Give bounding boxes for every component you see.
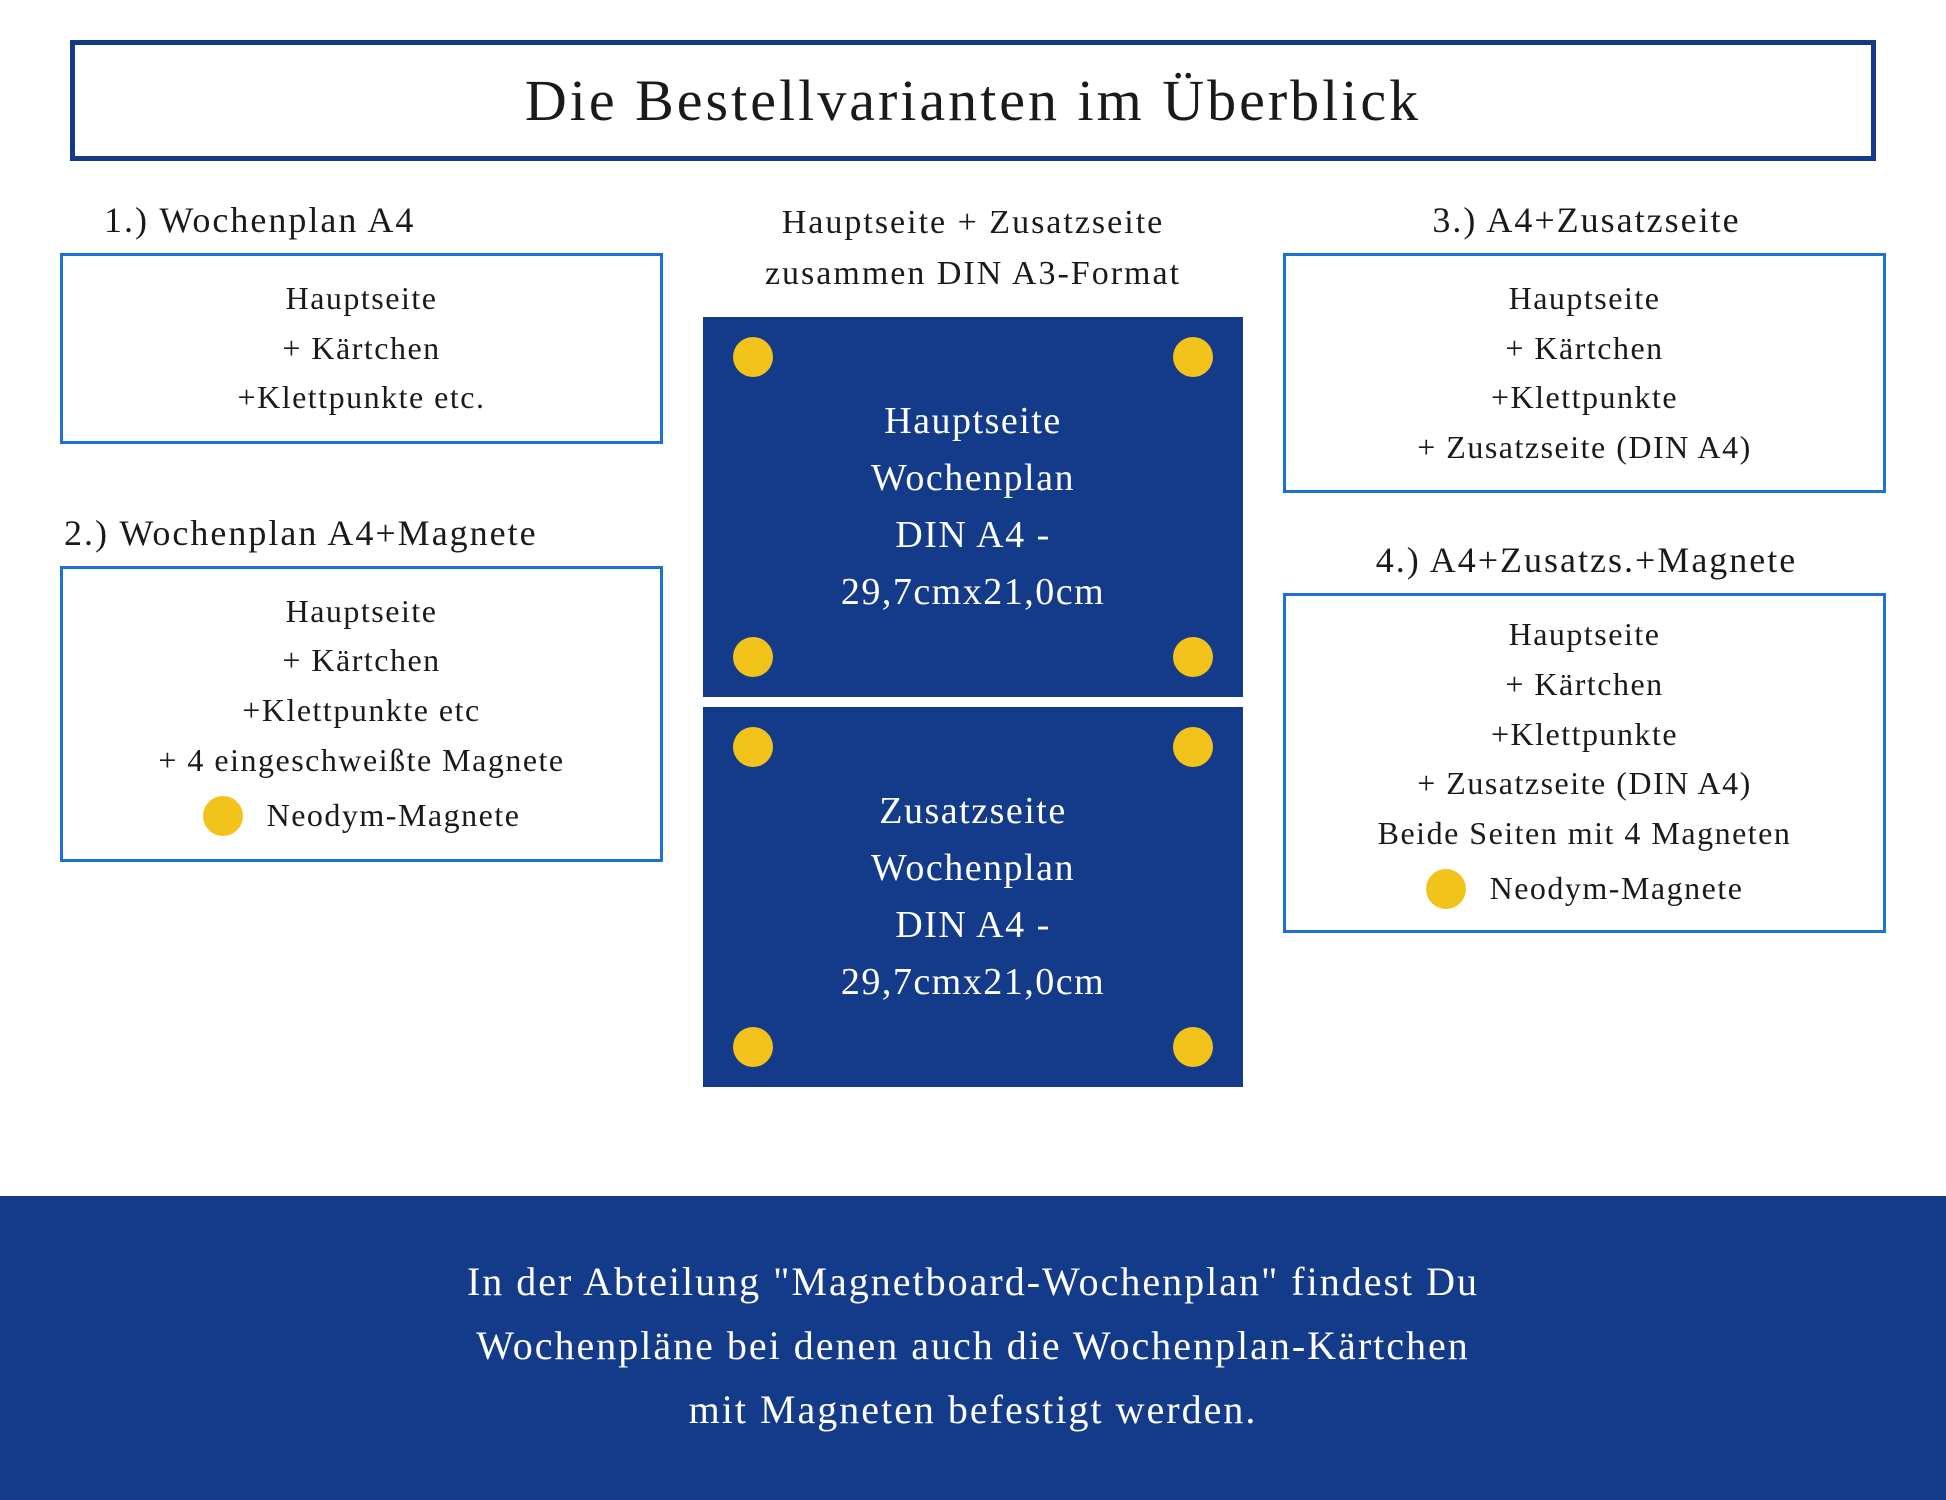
column-center: Hauptseite + Zusatzseite zusammen DIN A3…	[683, 191, 1263, 1097]
panel-line: DIN A4 -	[895, 507, 1051, 564]
footer-line: In der Abteilung "Magnetboard-Wochenplan…	[467, 1259, 1479, 1304]
panel-line: Zusatzseite	[879, 783, 1066, 840]
magnet-dot-icon	[733, 727, 773, 767]
magnet-dot-icon	[733, 337, 773, 377]
magnet-dot-icon	[733, 1027, 773, 1067]
column-left: 1.) Wochenplan A4 Hauptseite + Kärtchen …	[60, 191, 663, 1097]
magnet-dot-icon	[1173, 637, 1213, 677]
variant-2-magnet-line: Neodym-Magnete	[73, 791, 650, 841]
panel-line: Wochenplan	[871, 450, 1075, 507]
spacer	[1283, 493, 1886, 531]
footer-line: mit Magneten befestigt werden.	[689, 1387, 1258, 1432]
variant-2-line: +Klettpunkte etc	[73, 686, 650, 736]
center-caption-line: Hauptseite + Zusatzseite	[782, 204, 1165, 241]
title-box: Die Bestellvarianten im Überblick	[70, 40, 1876, 161]
footer-banner: In der Abteilung "Magnetboard-Wochenplan…	[0, 1196, 1946, 1500]
variant-3-label: 3.) A4+Zusatzseite	[1287, 199, 1886, 241]
variant-2-line: Hauptseite	[73, 587, 650, 637]
variant-2-magnet-text: Neodym-Magnete	[267, 791, 521, 841]
variant-4-magnet-text: Neodym-Magnete	[1490, 864, 1744, 914]
panel-line: 29,7cmx21,0cm	[841, 954, 1105, 1011]
panel-line: Hauptseite	[884, 393, 1062, 450]
variant-3-line: +Klettpunkte	[1296, 373, 1873, 423]
magnet-dot-icon	[733, 637, 773, 677]
variant-3-box: Hauptseite + Kärtchen +Klettpunkte + Zus…	[1283, 253, 1886, 493]
center-caption-line: zusammen DIN A3-Format	[765, 255, 1181, 292]
magnet-dot-icon	[203, 796, 243, 836]
variant-4-magnet-line: Neodym-Magnete	[1296, 864, 1873, 914]
variant-4-line: + Kärtchen	[1296, 660, 1873, 710]
magnet-dot-icon	[1173, 1027, 1213, 1067]
page-title: Die Bestellvarianten im Überblick	[75, 67, 1871, 134]
variant-4-line: +Klettpunkte	[1296, 710, 1873, 760]
magnet-dot-icon	[1426, 869, 1466, 909]
variant-2-label: 2.) Wochenplan A4+Magnete	[64, 512, 663, 554]
center-caption: Hauptseite + Zusatzseite zusammen DIN A3…	[765, 197, 1181, 299]
variant-1-line: + Kärtchen	[73, 324, 650, 374]
variant-3-line: + Zusatzseite (DIN A4)	[1296, 423, 1873, 473]
variant-1-line: Hauptseite	[73, 274, 650, 324]
center-panel-zusatzseite: Zusatzseite Wochenplan DIN A4 - 29,7cmx2…	[703, 707, 1243, 1087]
magnet-dot-icon	[1173, 337, 1213, 377]
variant-2-box: Hauptseite + Kärtchen +Klettpunkte etc +…	[60, 566, 663, 862]
variant-1-label: 1.) Wochenplan A4	[64, 199, 663, 241]
variant-4-box: Hauptseite + Kärtchen +Klettpunkte + Zus…	[1283, 593, 1886, 933]
spacer	[60, 444, 663, 504]
footer-line: Wochenpläne bei denen auch die Wochenpla…	[476, 1323, 1470, 1368]
variant-3-line: Hauptseite	[1296, 274, 1873, 324]
variant-4-line: Hauptseite	[1296, 610, 1873, 660]
column-right: 3.) A4+Zusatzseite Hauptseite + Kärtchen…	[1283, 191, 1886, 1097]
variant-4-label: 4.) A4+Zusatzs.+Magnete	[1287, 539, 1886, 581]
panel-line: DIN A4 -	[895, 897, 1051, 954]
variant-1-line: +Klettpunkte etc.	[73, 373, 650, 423]
center-panel-hauptseite: Hauptseite Wochenplan DIN A4 - 29,7cmx21…	[703, 317, 1243, 697]
panel-line: Wochenplan	[871, 840, 1075, 897]
variant-2-line: + Kärtchen	[73, 636, 650, 686]
variant-2-line: + 4 eingeschweißte Magnete	[73, 736, 650, 786]
variant-1-box: Hauptseite + Kärtchen +Klettpunkte etc.	[60, 253, 663, 444]
panel-line: 29,7cmx21,0cm	[841, 564, 1105, 621]
variant-4-line: Beide Seiten mit 4 Magneten	[1296, 809, 1873, 859]
variant-4-line: + Zusatzseite (DIN A4)	[1296, 759, 1873, 809]
magnet-dot-icon	[1173, 727, 1213, 767]
main-area: 1.) Wochenplan A4 Hauptseite + Kärtchen …	[0, 161, 1946, 1097]
variant-3-line: + Kärtchen	[1296, 324, 1873, 374]
